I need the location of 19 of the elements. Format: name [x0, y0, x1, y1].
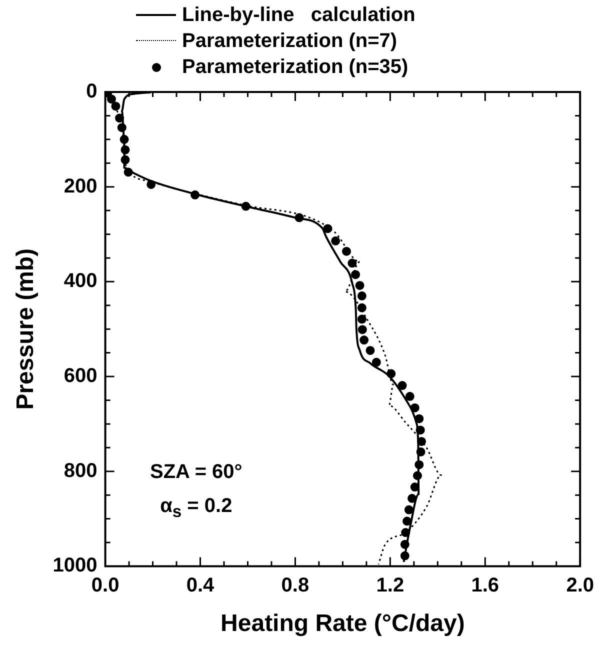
y-axis-title: Pressure (mb)	[12, 248, 40, 410]
legend-label: Line-by-line calculation	[182, 3, 416, 28]
y-tick-label: 800	[64, 460, 98, 482]
y-tick-label: 200	[64, 175, 98, 198]
x-tick-label: 2.0	[566, 574, 594, 597]
x-tick-label: 0.8	[281, 574, 310, 597]
x-tick-label: 1.6	[471, 574, 500, 597]
annotation: α$_{s}$ = 0.2	[159, 494, 234, 523]
y-tick-label: 400	[64, 270, 98, 292]
x-axis-title: Heating Rate (°C/day)	[220, 610, 465, 638]
x-tick-label: 0.0	[91, 574, 120, 597]
x-tick-label: 1.2	[376, 574, 404, 597]
y-tick-label: 0	[86, 80, 98, 103]
y-tick-label: 1000	[52, 554, 98, 577]
x-tick-label: 0.4	[186, 574, 216, 597]
legend-label: Parameterization (n=35)	[182, 55, 408, 80]
y-tick-label: 600	[64, 365, 98, 388]
legend-label: Parameterization (n=7)	[182, 29, 398, 54]
annotation: SZA = 60°	[150, 460, 242, 485]
